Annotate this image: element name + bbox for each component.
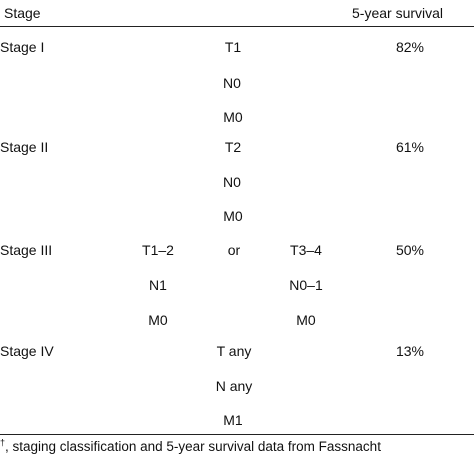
header-5-year-survival: 5-year survival <box>352 5 444 21</box>
header-stage: Stage <box>4 5 41 21</box>
stage-label: Stage II <box>0 139 49 155</box>
t-category-left: T1–2 <box>142 242 174 258</box>
footnote-text: , staging classification and 5-year surv… <box>5 439 381 454</box>
or-connector: or <box>227 242 241 258</box>
survival-value: 61% <box>395 139 425 155</box>
stage-label: Stage I <box>0 39 45 55</box>
n-category: N any <box>215 378 253 394</box>
t-category: T2 <box>224 139 242 155</box>
survival-value: 13% <box>395 343 425 359</box>
m-category-left: M0 <box>148 312 168 328</box>
m-category: M1 <box>223 412 243 428</box>
t-category-right: T3–4 <box>290 242 322 258</box>
n-category-left: N1 <box>149 277 167 293</box>
dagger-marker: † <box>0 437 6 448</box>
header-rule <box>0 26 474 27</box>
t-category: T1 <box>224 39 242 55</box>
m-category: M0 <box>223 208 243 224</box>
n-category: N0 <box>223 174 241 190</box>
survival-value: 50% <box>395 242 425 258</box>
footnote: †, staging classification and 5-year sur… <box>0 438 381 456</box>
t-category: T any <box>216 343 252 359</box>
table-header: Stage 5-year survival <box>0 0 474 26</box>
n-category-right: N0–1 <box>289 277 323 293</box>
stage-label: Stage IV <box>0 343 54 359</box>
stage-label: Stage III <box>0 242 53 258</box>
survival-value: 82% <box>395 39 425 55</box>
m-category-right: M0 <box>296 312 316 328</box>
bottom-rule <box>0 434 474 435</box>
m-category: M0 <box>223 109 243 125</box>
n-category: N0 <box>223 75 241 91</box>
